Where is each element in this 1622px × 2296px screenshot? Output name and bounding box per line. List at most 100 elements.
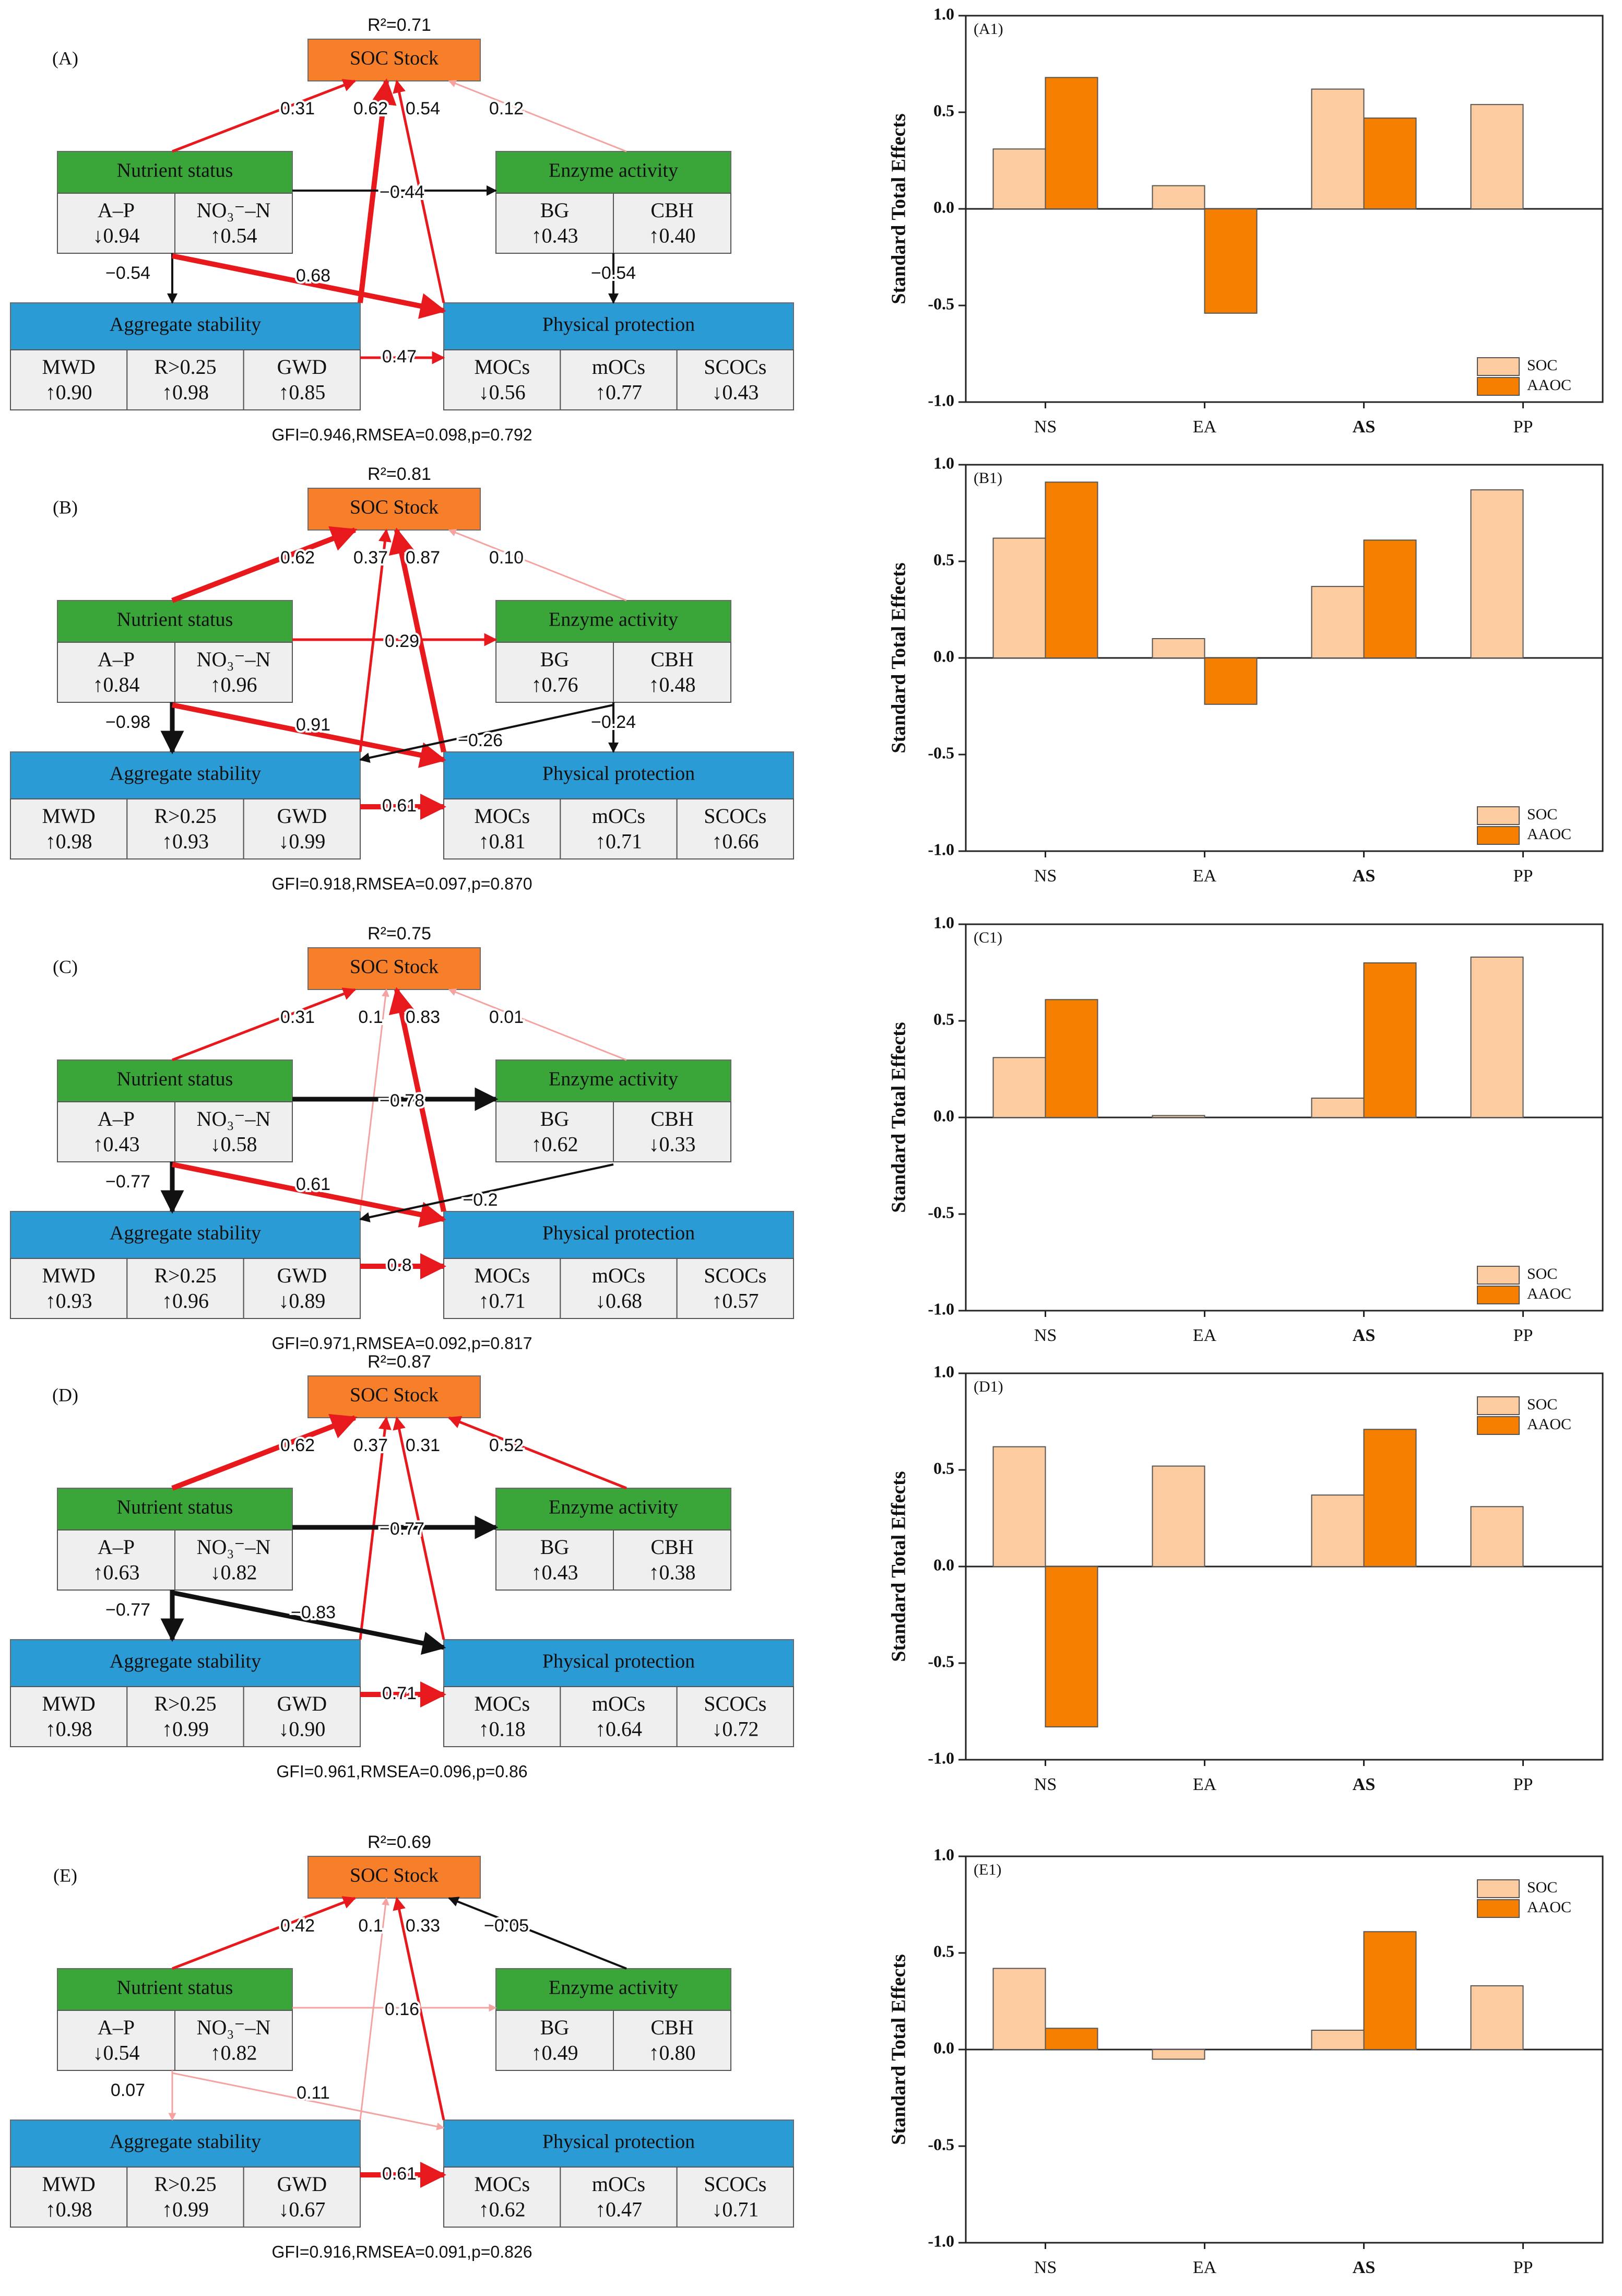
physical-var-0: MOCs bbox=[474, 1692, 530, 1715]
ns-soc-arrow bbox=[171, 1414, 358, 1491]
physical-var-2: SCOCs bbox=[704, 355, 766, 379]
panel-id: (B) bbox=[53, 497, 78, 517]
soc-stock-label: SOC Stock bbox=[350, 48, 439, 69]
aggregate-var-2: GWD bbox=[277, 2172, 327, 2196]
physical-cell-0 bbox=[443, 1258, 561, 1319]
aggregate-cell-0 bbox=[10, 349, 128, 410]
aggregate-label: Aggregate stability bbox=[110, 2131, 261, 2153]
r2-label: R²=0.81 bbox=[368, 464, 431, 484]
bar-SOC-AS bbox=[1311, 88, 1365, 209]
as-pp-coef: 0.8 bbox=[387, 1255, 411, 1275]
aggregate-val-1: ↑0.99 bbox=[162, 1717, 209, 1740]
soc-stock-label: SOC Stock bbox=[350, 497, 439, 519]
nutrient-box bbox=[57, 600, 293, 643]
x-tick-label: AS bbox=[1353, 1775, 1375, 1794]
ns-as-coef: −0.98 bbox=[105, 712, 150, 732]
nutrient-val-0: ↑0.43 bbox=[93, 1132, 140, 1156]
ns-ea-coef: 0.16 bbox=[385, 1999, 419, 2019]
physical-val-0: ↑0.71 bbox=[479, 1289, 526, 1312]
bar-SOC-NS bbox=[992, 148, 1046, 209]
physical-val-1: ↑0.64 bbox=[595, 1717, 642, 1740]
aggregate-var-1: R>0.25 bbox=[154, 2172, 216, 2196]
bar-SOC-NS bbox=[992, 1057, 1046, 1118]
aggregate-label: Aggregate stability bbox=[110, 1651, 261, 1673]
aggregate-val-0: ↑0.93 bbox=[45, 1289, 92, 1312]
x-tick-label: EA bbox=[1193, 1326, 1217, 1345]
physical-cell-0 bbox=[443, 349, 561, 410]
nutrient-val-1: ↑0.96 bbox=[210, 673, 257, 696]
physical-label: Physical protection bbox=[542, 2131, 695, 2153]
bar-SOC-EA bbox=[1152, 1115, 1205, 1118]
ns-ea-coef: 0.29 bbox=[385, 631, 419, 651]
legend-swatch-SOC bbox=[1477, 806, 1520, 825]
aggregate-cell-0 bbox=[10, 1686, 128, 1747]
physical-cell-1 bbox=[560, 798, 678, 859]
bar-AAOC-AS bbox=[1363, 962, 1417, 1118]
ns-soc-coef: 0.42 bbox=[280, 1916, 315, 1936]
aggregate-var-2: GWD bbox=[277, 804, 327, 828]
r2-label: R²=0.75 bbox=[368, 924, 431, 944]
aggregate-label: Aggregate stability bbox=[110, 1222, 261, 1244]
nutrient-val-0: ↓0.94 bbox=[93, 223, 140, 247]
x-tick-label: NS bbox=[1034, 1326, 1057, 1345]
ns-pp-coef: 0.68 bbox=[296, 266, 330, 286]
bar-SOC-PP bbox=[1470, 1985, 1524, 2050]
aggregate-var-0: MWD bbox=[42, 804, 96, 828]
aggregate-cell-1 bbox=[126, 1686, 244, 1747]
y-tick-label: 0.0 bbox=[933, 1555, 954, 1574]
pp-soc-coef: 0.83 bbox=[406, 1007, 440, 1027]
enzyme-cell-1 bbox=[613, 1101, 731, 1162]
physical-box bbox=[443, 302, 794, 350]
aggregate-var-0: MWD bbox=[42, 355, 96, 379]
aggregate-cell-0 bbox=[10, 2167, 128, 2228]
physical-cell-2 bbox=[676, 349, 794, 410]
enzyme-val-1: ↑0.48 bbox=[649, 673, 696, 696]
x-tick-label: EA bbox=[1193, 866, 1217, 886]
aggregate-val-2: ↓0.67 bbox=[278, 2197, 325, 2221]
nutrient-label: Nutrient status bbox=[117, 1977, 233, 1999]
physical-cell-2 bbox=[676, 1258, 794, 1319]
fit-indices: GFI=0.918,RMSEA=0.097,p=0.870 bbox=[272, 874, 532, 893]
aggregate-val-2: ↓0.99 bbox=[278, 829, 325, 853]
as-soc-coef: 0.1 bbox=[358, 1007, 383, 1027]
aggregate-cell-2 bbox=[243, 1258, 361, 1319]
as-soc-arrow bbox=[358, 78, 397, 303]
physical-var-1: mOCs bbox=[592, 2172, 645, 2196]
nutrient-var-0: A–P bbox=[98, 647, 135, 671]
bar-AAOC-NS bbox=[1045, 1566, 1098, 1728]
physical-val-2: ↑0.57 bbox=[712, 1289, 759, 1312]
bar-SOC-EA bbox=[1152, 185, 1205, 210]
y-tick-label: 1.0 bbox=[933, 4, 954, 23]
enzyme-var-1: CBH bbox=[650, 198, 693, 222]
ns-soc-arrow bbox=[172, 79, 357, 153]
nutrient-label: Nutrient status bbox=[117, 160, 233, 182]
y-axis-label: Standard Total Effects bbox=[888, 1022, 910, 1212]
aggregate-cell-1 bbox=[126, 798, 244, 859]
bar-AAOC-EA bbox=[1204, 657, 1258, 705]
y-tick-label: 0.5 bbox=[933, 1458, 954, 1477]
enzyme-cell-0 bbox=[495, 642, 614, 703]
nutrient-val-0: ↑0.84 bbox=[93, 673, 140, 696]
pp-soc-arrow bbox=[393, 1897, 445, 2121]
ns-ea-coef: −0.78 bbox=[380, 1091, 424, 1111]
aggregate-cell-2 bbox=[243, 798, 361, 859]
enzyme-val-0: ↑0.62 bbox=[531, 1132, 578, 1156]
physical-val-0: ↑0.81 bbox=[479, 829, 526, 853]
y-tick-label: 1.0 bbox=[933, 453, 954, 472]
aggregate-cell-2 bbox=[243, 2167, 361, 2228]
nutrient-cell-0 bbox=[57, 1101, 175, 1162]
physical-var-2: SCOCs bbox=[704, 1264, 766, 1287]
ea-as-coef: −0.2 bbox=[463, 1190, 498, 1210]
nutrient-var-1: NO₃⁻–N bbox=[197, 1107, 271, 1131]
soc-stock-box bbox=[307, 1856, 481, 1899]
y-tick-label: 0.5 bbox=[933, 101, 954, 120]
aggregate-var-0: MWD bbox=[42, 2172, 96, 2196]
aggregate-box bbox=[10, 1639, 361, 1687]
enzyme-val-1: ↑0.80 bbox=[649, 2041, 696, 2064]
physical-label: Physical protection bbox=[542, 1222, 695, 1244]
enzyme-cell-1 bbox=[613, 193, 731, 254]
bar-SOC-EA bbox=[1152, 2049, 1205, 2060]
